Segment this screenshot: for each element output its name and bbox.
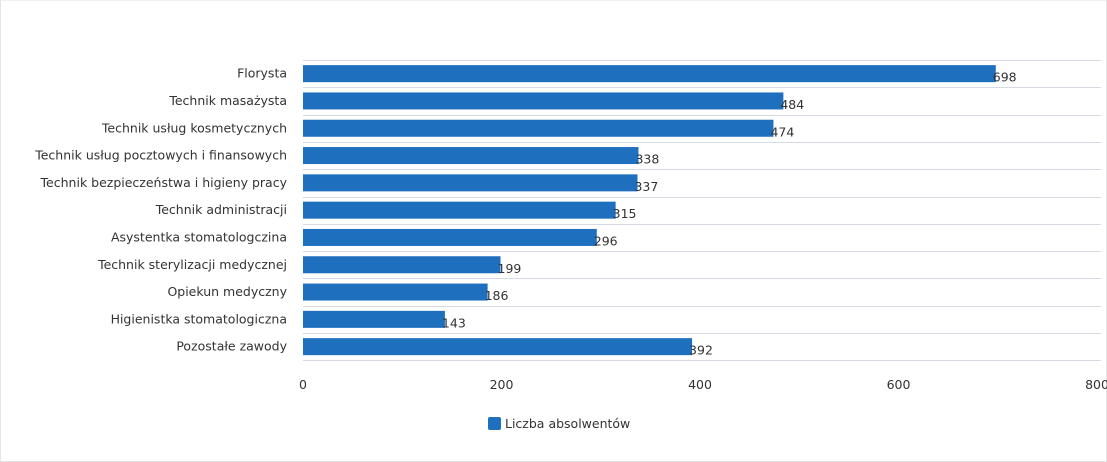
data-labels: 698 484 474 338 337 315 296 199 186 143 392 <box>442 70 1017 358</box>
data-label: 484 <box>780 97 804 112</box>
data-label: 698 <box>993 70 1017 85</box>
category-label: Asystentka stomatologczina <box>111 229 287 244</box>
category-labels: Florysta Technik masażysta Technik usług k… <box>34 66 287 354</box>
bar[interactable] <box>303 119 774 137</box>
data-label: 296 <box>594 233 618 248</box>
category-label: Pozostałe zawody <box>176 339 287 354</box>
data-label: 315 <box>613 206 637 221</box>
data-label: 392 <box>689 343 713 358</box>
category-label: Technik bezpieczeństwa i higieny pracy <box>40 175 288 190</box>
bar[interactable] <box>303 310 445 328</box>
data-label: 143 <box>442 315 466 330</box>
category-label: Opiekun medyczny <box>167 284 287 299</box>
bar[interactable] <box>303 228 597 246</box>
bars <box>303 65 996 356</box>
bar[interactable] <box>303 65 996 83</box>
x-tick-label: 600 <box>887 377 911 392</box>
data-label: 337 <box>634 179 658 194</box>
x-tick-label: 0 <box>299 377 307 392</box>
category-label: Higienistka stomatologiczna <box>111 311 287 326</box>
x-tick-label: 800 <box>1085 377 1107 392</box>
bar[interactable] <box>303 174 638 192</box>
x-tick-label: 200 <box>490 377 514 392</box>
data-label: 338 <box>635 152 659 167</box>
bar[interactable] <box>303 256 501 274</box>
category-label: Technik sterylizacji medycznej <box>97 257 287 272</box>
category-label: Florysta <box>237 66 287 81</box>
x-axis-ticks: 0 200 400 600 800 <box>299 377 1107 392</box>
bar[interactable] <box>303 92 784 110</box>
legend-label: Liczba absolwentów <box>505 416 631 431</box>
legend[interactable]: Liczba absolwentów <box>488 416 630 431</box>
bar[interactable] <box>303 338 693 356</box>
bar[interactable] <box>303 283 488 301</box>
category-label: Technik administracji <box>155 202 287 217</box>
category-label: Technik masażysta <box>168 93 287 108</box>
bar[interactable] <box>303 147 639 165</box>
bar[interactable] <box>303 201 616 219</box>
x-tick-label: 400 <box>688 377 712 392</box>
data-label: 474 <box>770 124 794 139</box>
data-label: 186 <box>485 288 509 303</box>
category-label: Technik usług pocztowych i finansowych <box>34 148 287 163</box>
legend-swatch <box>488 417 501 430</box>
gridlines <box>303 60 1101 361</box>
category-label: Technik usług kosmetycznych <box>101 120 287 135</box>
data-label: 199 <box>498 261 522 276</box>
